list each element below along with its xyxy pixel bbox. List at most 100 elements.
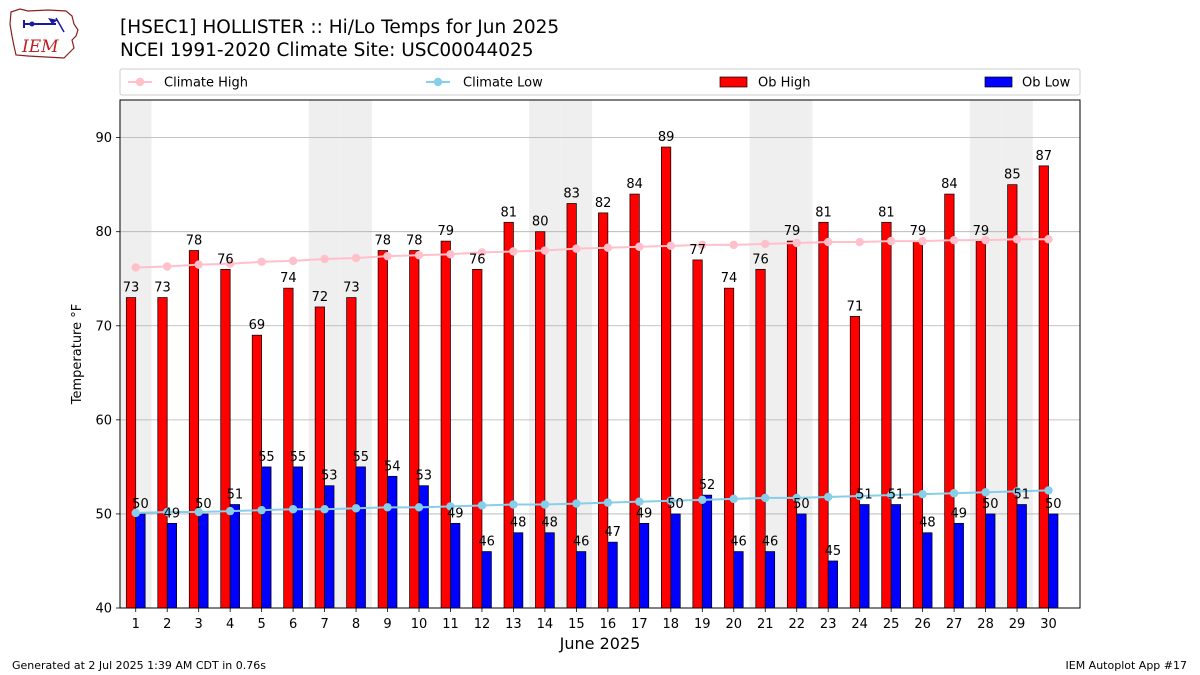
bar-ob-high-day-8 [346,297,357,609]
bar-ob-high-day-22 [786,240,798,609]
label-ob-high-day-12: 76 [469,252,486,267]
bar-ob-high-day-1 [125,297,137,609]
climate-high-point-day-9 [383,251,392,261]
label-ob-high-day-27: 84 [941,177,958,192]
climate-low-point-day-21 [761,493,770,503]
x-tick-label-30: 30 [1040,617,1057,632]
bar-ob-high-day-20 [723,287,735,609]
bar-ob-high-day-21 [755,268,766,609]
label-ob-low-day-15: 46 [573,535,590,550]
climate-high-line [135,238,1049,269]
bar-ob-low-day-26 [922,532,933,609]
legend-ob-high-swatch [719,76,748,88]
label-ob-high-day-23: 81 [815,205,832,220]
label-ob-low-day-22: 50 [793,497,810,512]
x-tick-label-27: 27 [946,617,963,632]
bar-ob-low-day-23 [827,560,838,609]
label-ob-low-day-26: 48 [919,516,936,531]
climate-high-point-day-1 [131,263,140,272]
x-tick-label-29: 29 [1009,617,1026,632]
bar-ob-high-day-16 [598,212,609,609]
climate-low-point-day-23 [823,492,833,502]
label-ob-low-day-18: 50 [667,497,684,512]
bar-ob-high-day-3 [188,250,200,609]
bar-ob-high-day-19 [692,259,703,609]
bar-ob-high-day-17 [629,193,640,609]
label-ob-low-day-9: 54 [384,459,401,474]
x-axis-label: June 2025 [559,634,641,653]
climate-high-point-day-8 [351,253,361,263]
x-tick-label-9: 9 [383,617,391,632]
label-ob-low-day-13: 48 [510,516,527,531]
x-tick-label-2: 2 [163,617,171,632]
bar-ob-low-day-28 [985,513,996,609]
bar-ob-low-day-17 [638,522,650,609]
x-tick-label-6: 6 [289,617,297,632]
weekend-shade-day-14 [529,100,561,608]
label-ob-low-day-27: 49 [951,506,968,521]
x-tick-label-11: 11 [442,617,459,632]
x-tick-label-3: 3 [195,617,203,632]
bar-ob-low-day-12 [481,551,492,609]
y-tick-label-40: 40 [95,602,112,617]
weekend-shade-day-29 [1001,100,1033,608]
bar-ob-high-day-27 [944,193,955,609]
climate-low-point-day-15 [572,499,581,508]
climate-high-point-day-6 [288,256,298,266]
label-ob-low-day-4: 51 [227,488,244,503]
plot-frame [119,99,1081,609]
label-ob-high-day-26: 79 [910,224,927,239]
label-ob-high-day-15: 83 [563,186,580,201]
bar-ob-low-day-27 [953,522,964,609]
bar-ob-low-day-4 [229,504,240,609]
x-tick-label-7: 7 [320,617,328,632]
x-tick-label-1: 1 [132,617,140,632]
x-tick-label-4: 4 [226,617,234,632]
label-ob-high-day-5: 69 [249,318,266,333]
y-tick-label-80: 80 [95,225,112,240]
bar-ob-high-day-25 [881,221,892,609]
bar-ob-high-day-14 [535,231,546,609]
climate-low-point-day-3 [194,507,203,517]
climate-low-point-day-24 [855,491,864,501]
climate-low-point-day-10 [414,503,424,512]
bar-ob-low-day-14 [544,532,555,609]
climate-low-point-day-12 [477,501,487,510]
iem-logo: IEM [9,8,79,59]
climate-low-point-day-16 [603,498,613,507]
climate-low-point-day-14 [540,500,550,509]
climate-high-point-day-4 [225,259,235,268]
iem-logo-text: IEM [21,37,59,57]
climate-high-point-day-7 [320,254,329,264]
x-tick-label-20: 20 [725,617,742,632]
bar-ob-high-day-18 [661,146,672,609]
label-ob-high-day-9: 78 [375,234,392,249]
climate-low-point-day-6 [288,505,298,514]
label-ob-high-day-17: 84 [626,177,643,192]
climate-low-point-day-25 [886,490,896,500]
label-ob-low-day-11: 49 [447,506,464,521]
label-ob-high-day-3: 78 [186,234,203,249]
label-ob-low-day-12: 46 [478,535,495,550]
legend-climate-low-label: Climate Low [463,76,543,91]
bar-ob-high-day-23 [818,221,829,609]
bar-ob-low-day-9 [387,475,398,609]
climate-high-point-day-29 [1012,235,1022,244]
climate-high-point-day-22 [792,238,801,248]
x-tick-label-21: 21 [757,617,774,632]
climate-high-point-day-2 [163,262,172,271]
climate-low-point-day-28 [981,488,990,497]
x-tick-label-28: 28 [977,617,994,632]
legend-ob-low-swatch [984,76,1013,88]
x-tick-label-17: 17 [631,617,648,632]
climate-high-point-day-19 [698,240,707,250]
bar-ob-low-day-21 [764,551,776,609]
weekend-shade-day-28 [969,100,1002,608]
climate-low-point-day-5 [257,505,266,515]
climate-high-point-day-30 [1044,235,1053,244]
label-ob-high-day-2: 73 [154,281,171,296]
y-tick-label-50: 50 [95,507,112,522]
climate-high-point-day-20 [729,240,738,250]
label-ob-high-day-25: 81 [878,205,895,220]
climate-high-point-day-23 [823,237,833,247]
